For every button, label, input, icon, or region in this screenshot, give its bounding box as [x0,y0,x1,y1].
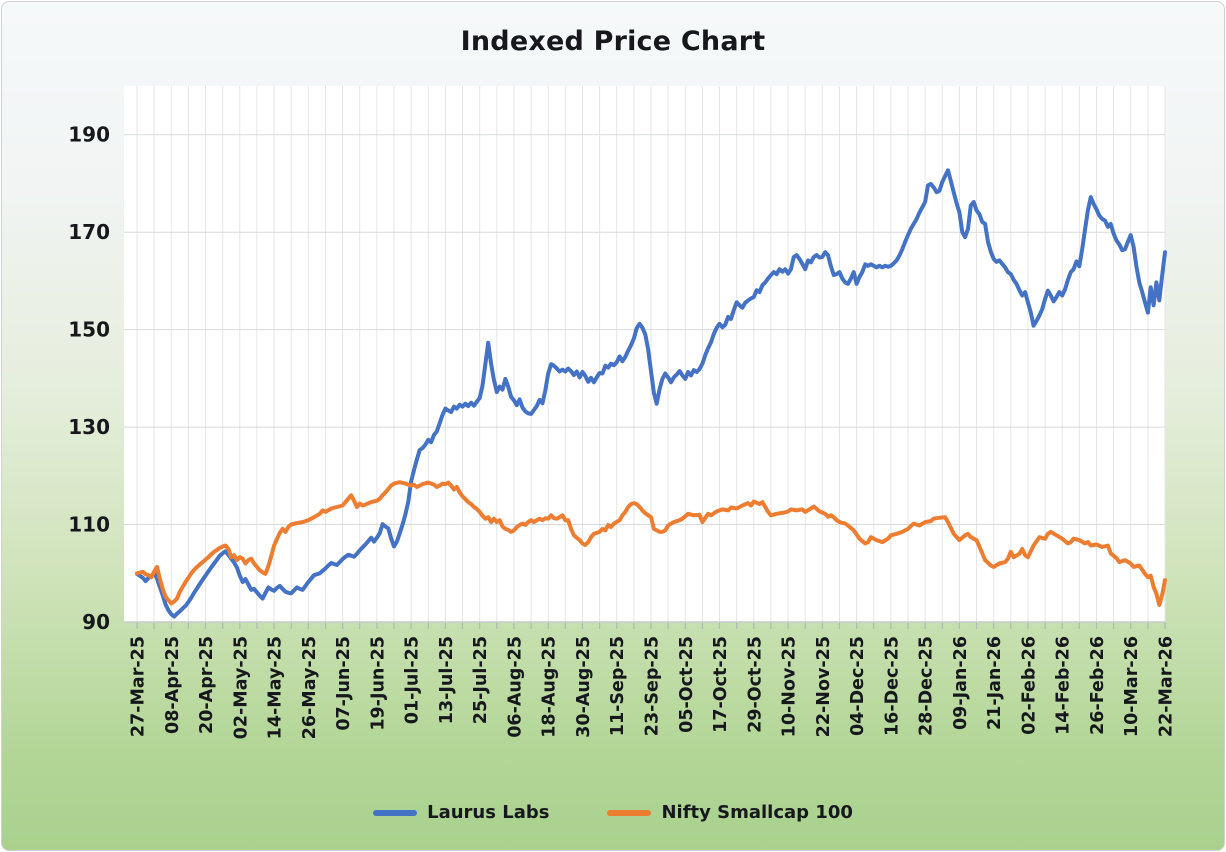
y-axis-labels: 90 110 130 150 170 190 [68,123,110,634]
y-axis-label: 90 [82,610,110,634]
horizontal-gridlines [124,134,1165,525]
series-line-laurus-labs [135,168,1167,619]
x-axis-label: 22-Nov-25 [814,636,834,737]
chart-title: Indexed Price Chart [460,26,766,57]
x-axis-label: 11-Sep-25 [608,636,628,736]
x-axis-label: 02-Feb-26 [1019,636,1039,735]
x-axis-label: 04-Dec-25 [848,636,868,736]
laurus-line-swatch-icon [373,809,418,816]
legend-item-nifty-smallcap-100: Nifty Smallcap 100 [607,802,853,823]
x-axis-label: 09-Jan-26 [951,636,971,730]
x-axis-label: 10-Mar-26 [1122,636,1142,737]
x-axis-label: 08-Apr-25 [163,636,183,734]
x-axis-label: 25-Jul-25 [471,636,491,724]
x-axis-label: 18-Aug-25 [540,636,560,738]
x-axis-label: 16-Dec-25 [882,636,902,736]
y-axis-label: 130 [68,415,110,439]
y-axis-label: 110 [68,513,110,537]
x-axis-label: 23-Sep-25 [643,636,663,736]
x-axis-label: 29-Oct-25 [745,636,765,733]
x-axis-label: 20-Apr-25 [197,636,217,734]
x-axis-label: 13-Jul-25 [437,636,457,724]
x-axis-label: 19-Jun-25 [368,636,388,731]
x-axis-label: 26-May-25 [300,636,320,739]
plot-background [124,86,1165,622]
x-axis-label: 22-Mar-26 [1157,636,1177,737]
x-axis-label: 30-Aug-25 [574,636,594,738]
x-axis-label: 17-Oct-25 [711,636,731,733]
y-axis-label: 190 [68,123,110,147]
x-axis-label: 27-Mar-25 [129,636,149,737]
x-axis-label: 05-Oct-25 [677,636,697,733]
x-axis-label: 07-Jun-25 [334,636,354,731]
legend-item-laurus-labs: Laurus Labs [373,802,549,823]
y-axis-label: 170 [68,220,110,244]
x-axis-label: 02-May-25 [231,636,251,739]
x-axis-label: 26-Feb-26 [1088,636,1108,735]
vertical-gridlines [136,86,1166,622]
x-axis-label: 28-Dec-25 [917,636,937,736]
chart-legend: Laurus Labs Nifty Smallcap 100 [2,802,1224,823]
legend-label: Nifty Smallcap 100 [661,802,853,823]
x-axis-labels: 27-Mar-25 08-Apr-25 20-Apr-25 02-May-25 14-M… [129,636,1177,739]
smallcap-line-swatch-icon [607,809,652,816]
x-axis-label: 06-Aug-25 [505,636,525,738]
axis-tick-marks [136,622,1166,629]
x-axis-label: 14-Feb-26 [1054,636,1074,735]
y-axis-label: 150 [68,318,110,342]
series-line-nifty-smallcap-100 [135,480,1167,607]
x-axis-label: 01-Jul-25 [403,636,423,724]
x-axis-label: 21-Jan-26 [985,636,1005,730]
x-axis-label: 10-Nov-25 [780,636,800,737]
legend-label: Laurus Labs [427,802,550,823]
x-axis-label: 14-May-25 [266,636,286,739]
